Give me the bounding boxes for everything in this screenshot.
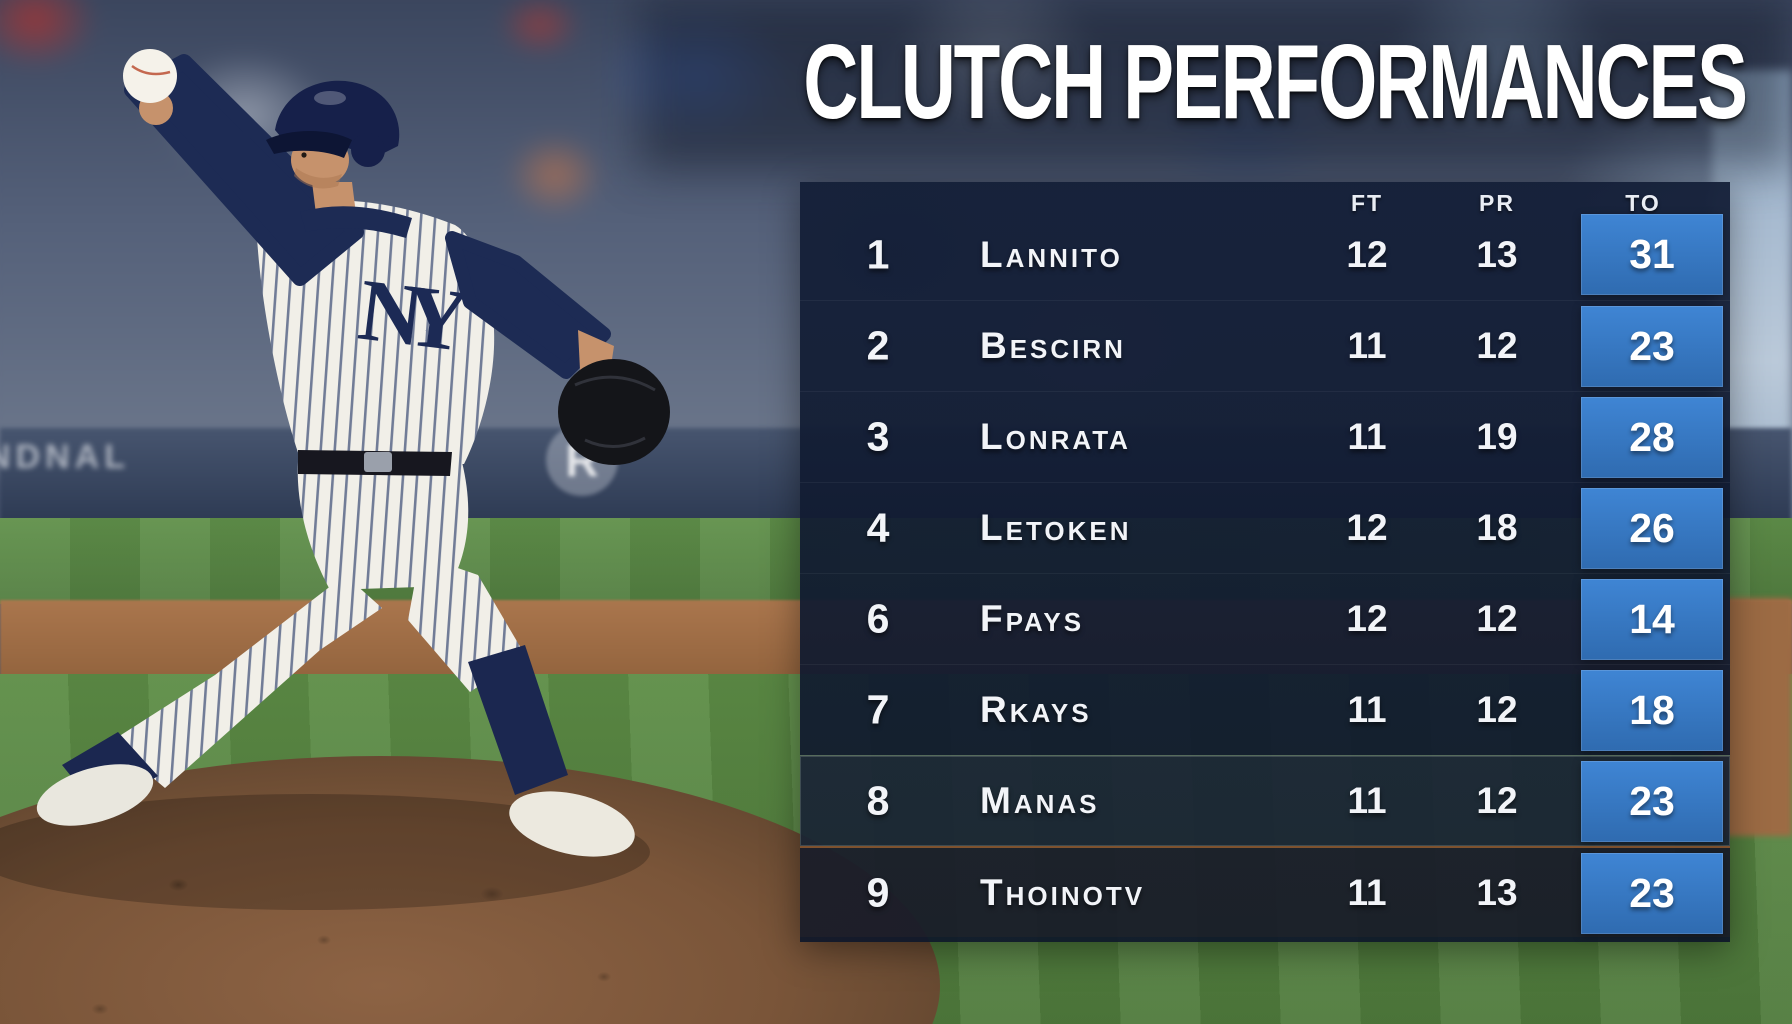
back-leg <box>110 575 382 788</box>
to-highlight-cell: 26 <box>1581 488 1723 569</box>
pr-value: 13 <box>1476 233 1518 275</box>
ft-value: 12 <box>1346 507 1388 548</box>
column-header-pr: PR <box>1479 190 1515 216</box>
rank-value: 6 <box>866 595 890 642</box>
player-name: Bescirn <box>980 325 1126 366</box>
front-cleat <box>509 791 635 857</box>
column-header-to: TO <box>1625 190 1661 216</box>
table-body: 1 Lannito 12 13 31 2 Bescirn 11 12 23 3 … <box>800 209 1730 937</box>
ft-value: 11 <box>1347 871 1387 913</box>
player-name: Lonrata <box>980 416 1131 457</box>
ft-value: 12 <box>1346 233 1388 275</box>
pr-value: 18 <box>1476 507 1518 548</box>
rank-value: 8 <box>866 777 890 824</box>
to-highlight-cell: 31 <box>1581 214 1723 295</box>
to-highlight-cell: 23 <box>1581 761 1723 842</box>
pr-value: 13 <box>1476 871 1518 913</box>
table-row: 6 Fpays 12 12 14 <box>800 573 1730 664</box>
front-sock <box>468 645 568 795</box>
to-highlight-cell: 14 <box>1581 579 1723 660</box>
rank-value: 2 <box>866 322 890 369</box>
helmet-earflap <box>351 133 385 167</box>
player-name: Letoken <box>980 507 1132 548</box>
to-highlight-cell: 23 <box>1581 853 1723 934</box>
player-name: Rkays <box>980 689 1092 730</box>
table-row: 3 Lonrata 11 19 28 <box>800 391 1730 482</box>
ft-value: 11 <box>1347 780 1387 821</box>
pr-value: 19 <box>1476 416 1518 457</box>
page-title-text: CLUTCH PERFORMANCES <box>803 23 1748 141</box>
rank-value: 4 <box>866 504 890 551</box>
baseball-seam <box>131 64 171 76</box>
pr-value: 12 <box>1476 689 1518 730</box>
pants-hip <box>297 462 469 590</box>
rank-value: 3 <box>866 413 890 460</box>
pr-value: 12 <box>1476 325 1518 366</box>
jaw-shading <box>294 168 342 189</box>
table-row: 8 Manas 11 12 23 <box>800 755 1730 846</box>
rank-value: 9 <box>866 869 890 915</box>
rank-value: 7 <box>866 686 890 733</box>
glove <box>558 359 670 465</box>
ft-value: 11 <box>1347 689 1387 730</box>
helmet-brim <box>266 131 352 158</box>
pr-value: 12 <box>1476 780 1518 821</box>
collar <box>300 206 412 238</box>
wall-blurred-text: NDNAL <box>0 438 130 476</box>
belt-buckle <box>364 452 392 472</box>
eye <box>301 152 307 158</box>
table-row: 7 Rkays 11 12 18 <box>800 664 1730 755</box>
table-row: 9 Thoinotv 11 13 23 <box>800 846 1730 937</box>
player-name: Lannito <box>980 233 1123 275</box>
player-name: Fpays <box>980 598 1085 639</box>
back-cleat <box>36 764 154 826</box>
ft-value: 11 <box>1347 416 1387 457</box>
pitcher-photo-figure: NY <box>0 49 670 910</box>
figure-shadow <box>0 794 650 910</box>
ft-value: 12 <box>1346 598 1388 639</box>
helmet-highlight <box>314 91 346 105</box>
player-name: Manas <box>980 780 1100 821</box>
stats-panel: FT PR TO 1 Lannito 12 13 31 2 Bescirn 11… <box>800 182 1730 942</box>
glove-lacing <box>574 375 656 449</box>
ft-value: 11 <box>1347 325 1387 366</box>
rank-value: 1 <box>866 231 890 277</box>
pr-value: 12 <box>1476 598 1518 639</box>
neck <box>312 182 356 214</box>
title-backdrop <box>640 0 1792 170</box>
to-highlight-cell: 28 <box>1581 397 1723 478</box>
to-highlight-cell: 23 <box>1581 306 1723 387</box>
to-highlight-cell: 18 <box>1581 670 1723 751</box>
page-title: CLUTCH PERFORMANCES <box>620 22 1792 143</box>
table-row: 1 Lannito 12 13 31 <box>800 209 1730 300</box>
player-name: Thoinotv <box>980 871 1146 913</box>
column-header-ft: FT <box>1350 190 1384 216</box>
table-row: 2 Bescirn 11 12 23 <box>800 300 1730 391</box>
baseball <box>123 49 177 103</box>
table-row: 4 Letoken 12 18 26 <box>800 482 1730 573</box>
